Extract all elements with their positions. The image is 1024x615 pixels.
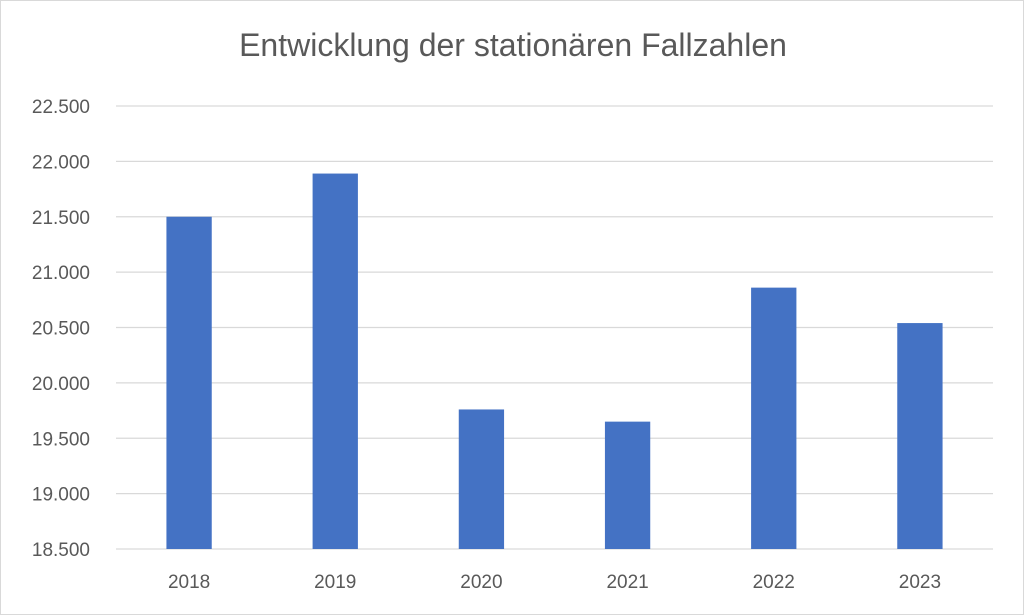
y-axis-ticks: 18.500 19.000 19.500 20.000 20.500 21.000 21.5…	[32, 97, 90, 561]
y-tick-label: 22.000	[32, 152, 90, 173]
x-tick-label: 2018	[168, 572, 210, 593]
x-tick-label: 2023	[899, 572, 941, 593]
bars	[166, 173, 943, 549]
y-tick-label: 21.000	[32, 263, 90, 284]
y-tick-label: 21.500	[32, 208, 90, 229]
x-tick-label: 2020	[460, 572, 502, 593]
x-tick-label: 2019	[314, 572, 356, 593]
y-tick-label: 18.500	[32, 540, 90, 561]
bar-2018	[166, 216, 212, 549]
bar-2019	[312, 173, 358, 549]
y-tick-label: 20.500	[32, 319, 90, 340]
chart-title: Entwicklung der stationären Fallzahlen	[239, 27, 787, 63]
y-tick-label: 22.500	[32, 97, 90, 118]
gridlines	[116, 105, 993, 550]
bar-2022	[751, 287, 797, 549]
y-tick-label: 19.500	[32, 429, 90, 450]
x-tick-label: 2022	[753, 572, 795, 593]
bar-2021	[604, 421, 651, 549]
bar-2023	[897, 323, 943, 549]
x-axis-ticks: 2018 2019 2020 2021 2022 2023	[168, 572, 941, 593]
bar-2020	[458, 409, 505, 549]
x-tick-label: 2021	[606, 572, 648, 593]
y-tick-label: 19.000	[32, 485, 90, 506]
y-tick-label: 20.000	[32, 374, 90, 395]
